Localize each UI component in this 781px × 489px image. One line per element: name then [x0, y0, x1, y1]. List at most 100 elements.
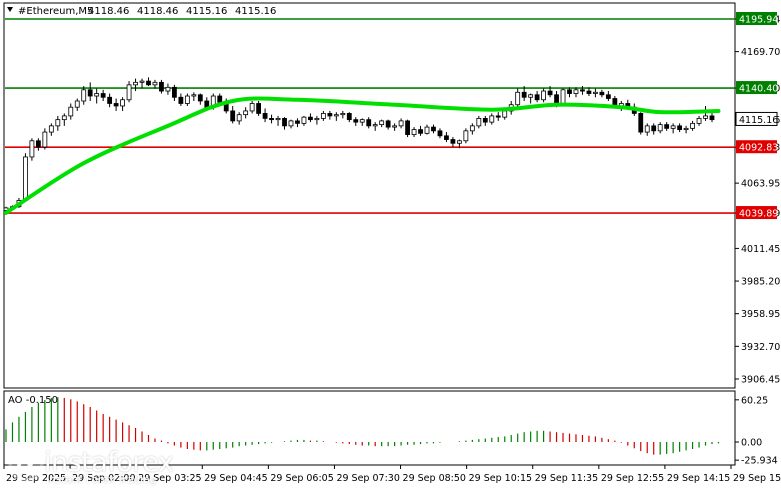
candle-body-up [683, 127, 689, 130]
candle [262, 108, 268, 123]
candle-body-up [94, 93, 100, 97]
candle [120, 97, 125, 111]
candle [424, 124, 430, 135]
level-tag [736, 140, 777, 154]
candle [353, 117, 359, 126]
candle-body-up [573, 89, 579, 94]
candle-body-down [269, 118, 274, 121]
candle [677, 123, 683, 133]
candle [230, 105, 236, 124]
candle [690, 120, 695, 131]
candle-body-down [547, 90, 553, 96]
time-tick-label: 29 Sep 02:00 [72, 473, 135, 484]
candle-body-up [502, 110, 508, 118]
candle [191, 92, 197, 101]
chart-symbol: #Ethereum,M5 [18, 6, 93, 17]
level-tag [736, 11, 777, 25]
candle-body-down [431, 126, 436, 132]
candle-body-up [560, 89, 566, 104]
candle-body-down [35, 140, 41, 148]
candle [139, 78, 145, 89]
time-tick-label: 29 Sep 03:25 [138, 473, 201, 484]
candle [159, 79, 164, 94]
candle-body-up [152, 81, 158, 86]
ao-histogram [5, 397, 720, 455]
candle-body-down [638, 113, 644, 133]
candle-body-up [359, 119, 365, 123]
candle-body-down [327, 113, 333, 117]
candle [398, 118, 404, 129]
time-tick-label: 29 Sep 15:35 [733, 473, 781, 484]
time-axis: 29 Sep 2025 29 Sep 02:00 29 Sep 03:25 29 Se… [3, 465, 781, 484]
candle-body-down [295, 120, 300, 124]
level-tag [736, 81, 777, 95]
candle-body-up [74, 100, 80, 108]
candle [495, 112, 501, 121]
candle [372, 122, 378, 131]
candle-body-down [664, 124, 670, 129]
time-tick-label: 29 Sep 08:50 [403, 473, 466, 484]
candle-body-up [593, 91, 598, 94]
candle-body-up [23, 156, 28, 201]
candle-body-down [521, 91, 527, 98]
candle-body-up [236, 114, 242, 122]
candle [476, 115, 482, 129]
candle [385, 119, 391, 130]
candle-body-up [184, 95, 190, 104]
candle [48, 123, 54, 136]
candle-body-down [217, 95, 223, 103]
candle-body-up [670, 125, 676, 129]
candle [288, 119, 294, 129]
candle-body-up [3, 207, 9, 211]
candle-body-up [476, 118, 482, 127]
candle-body-up [657, 124, 663, 132]
candle-body-down [534, 94, 540, 101]
candle-body-down [709, 115, 715, 121]
candle [327, 110, 333, 120]
candle [236, 112, 242, 125]
candle [469, 123, 475, 135]
candle [172, 84, 177, 101]
candle [87, 82, 93, 101]
candle [126, 81, 132, 103]
candle [333, 112, 339, 121]
chart-ohlc-open: 4118.46 [88, 6, 129, 17]
price-tick-label: 3932.70 [741, 342, 780, 353]
candle [567, 87, 572, 98]
price-tick-label: 3958.95 [741, 309, 780, 320]
candle-body-down [230, 110, 236, 122]
candle [437, 128, 443, 139]
candle-body-up [456, 140, 462, 144]
candle [269, 114, 274, 124]
candle [308, 113, 313, 123]
candle [703, 105, 708, 121]
instaforex-logo [8, 446, 44, 482]
main-pane-frame [3, 2, 736, 389]
oscillator-pane: AO -0.150 [3, 390, 736, 466]
current-price-tag [735, 111, 778, 126]
candle-body-up [165, 86, 171, 92]
candle-body-down [554, 94, 559, 104]
candle [515, 88, 521, 109]
watermark-tagline: Instant Forex Trading [46, 474, 157, 486]
candle-body-down [482, 118, 488, 123]
price-tick-label: 3985.20 [741, 277, 780, 288]
candle-body-up [541, 90, 546, 101]
candle [450, 137, 456, 148]
candle-body-up [340, 113, 346, 116]
candle-body-up [243, 110, 249, 116]
chart-ohlc-low: 4115.16 [186, 6, 227, 17]
menu-arrow-icon[interactable] [7, 7, 13, 12]
candle-body-up [48, 125, 54, 133]
price-axis: 4195.94 4169.70 4140.40 4115.16 4092.83 4063.… [735, 14, 780, 385]
candle [586, 87, 592, 97]
oscillator-pane-frame [3, 390, 736, 466]
candle-body-up [411, 129, 417, 135]
candle-body-down [256, 103, 262, 114]
time-tick-label: 29 Sep 04:45 [204, 473, 267, 484]
candle [295, 118, 300, 128]
candle [346, 112, 352, 123]
candle [256, 100, 262, 116]
candle-body-down [87, 89, 93, 97]
